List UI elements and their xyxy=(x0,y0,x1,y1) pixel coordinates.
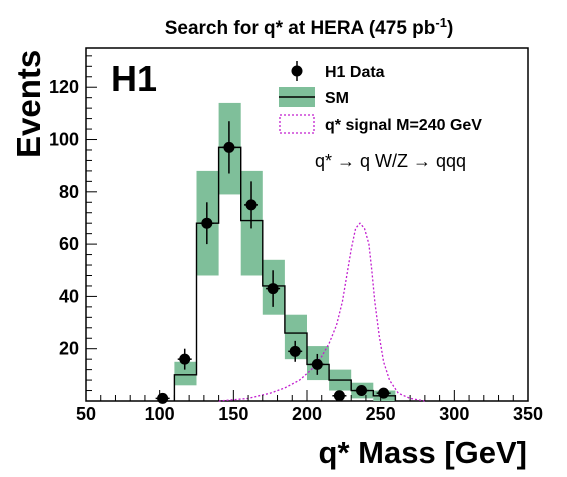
sm-band-bin xyxy=(284,314,307,360)
data-point xyxy=(267,283,279,295)
y-tick-label: 20 xyxy=(59,339,79,359)
chart-title-end: ) xyxy=(447,18,453,39)
x-axis-label: q* Mass [GeV] xyxy=(319,435,527,470)
data-point xyxy=(333,390,345,402)
x-tick-label: 200 xyxy=(292,404,322,424)
legend-label-sm: SM xyxy=(325,90,349,107)
legend: H1 Data SM q* signal M=240 GeV xyxy=(279,61,482,134)
sm-uncertainty-bands xyxy=(174,102,396,401)
legend-label-signal: q* signal M=240 GeV xyxy=(325,117,482,134)
x-tick-label: 250 xyxy=(366,404,396,424)
chart-title-main: Search for q* at HERA (475 pb xyxy=(165,18,436,39)
data-point xyxy=(311,358,323,370)
x-tick-label: 100 xyxy=(145,404,175,424)
data-point xyxy=(356,385,368,397)
process-annotation: q* → q W/Z → qqq xyxy=(315,151,466,171)
legend-signal-box xyxy=(279,114,315,134)
y-tick-label: 80 xyxy=(59,182,79,202)
y-tick-label: 60 xyxy=(59,234,79,254)
x-tick-label: 350 xyxy=(513,404,543,424)
legend-entry-sm: SM xyxy=(279,87,349,107)
experiment-label: H1 xyxy=(111,58,157,99)
signal-curve xyxy=(218,222,426,402)
data-point xyxy=(223,141,235,153)
y-tick-label: 120 xyxy=(49,77,79,97)
x-tick-label: 300 xyxy=(439,404,469,424)
y-tick-label: 40 xyxy=(59,286,79,306)
legend-entry-data: H1 Data xyxy=(291,61,385,81)
data-point xyxy=(245,199,257,211)
legend-entry-signal: q* signal M=240 GeV xyxy=(279,114,482,134)
chart-title: Search for q* at HERA (475 pb-1) xyxy=(165,15,454,39)
legend-label-data: H1 Data xyxy=(325,64,385,81)
y-axis-label: Events xyxy=(10,50,47,158)
sm-band-bin xyxy=(174,361,197,386)
legend-data-marker xyxy=(291,65,303,77)
axes: 50 100 150 200 250 300 350 20 40 60 80 100 120 xyxy=(49,55,543,424)
signal-series xyxy=(218,222,426,402)
data-point xyxy=(157,392,169,404)
y-tick-label: 100 xyxy=(49,130,79,150)
data-point xyxy=(378,387,390,399)
data-point xyxy=(201,217,213,229)
x-tick-label: 150 xyxy=(218,404,248,424)
x-tick-label: 50 xyxy=(76,404,96,424)
data-point xyxy=(289,345,301,357)
data-point xyxy=(179,353,191,365)
chart-title-superscript: -1 xyxy=(435,15,447,30)
